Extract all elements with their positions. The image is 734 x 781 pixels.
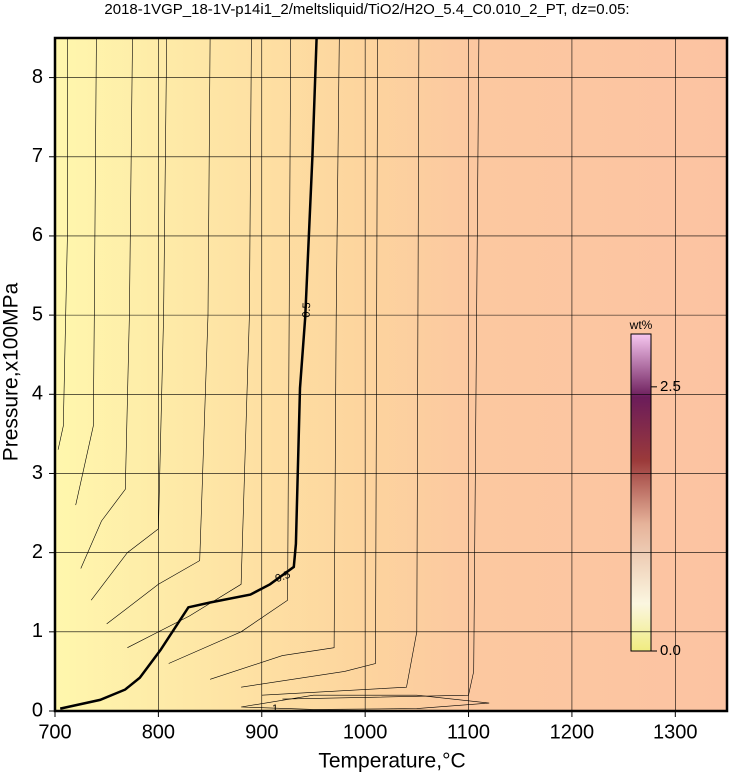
contour-line: [75, 37, 97, 506]
x-tick-label: 700: [38, 721, 71, 743]
colorbar: [630, 333, 652, 652]
y-tick-label: 7: [32, 145, 43, 167]
contour-line: [127, 37, 252, 648]
contour-label: 0.5: [274, 569, 292, 586]
contour-line: [57, 38, 68, 450]
contour-line: [261, 37, 420, 696]
contour-label: 1: [272, 703, 278, 715]
x-tick-label: 1200: [550, 721, 595, 743]
y-tick-label: 8: [32, 66, 43, 88]
contour-line: [106, 37, 211, 625]
contour-line: [282, 37, 480, 700]
y-axis-label: Pressure,x100MPa: [0, 282, 23, 461]
y-tick-label: 6: [32, 224, 43, 246]
contour-label: 0.5: [301, 302, 314, 318]
y-tick-label: 4: [32, 383, 43, 405]
x-tick-label: 1000: [343, 721, 388, 743]
contour-line: [168, 37, 291, 664]
contour-line: [241, 694, 490, 710]
x-tick-label: 800: [142, 721, 175, 743]
x-tick-label: 1300: [653, 721, 698, 743]
colorbar-tick-label: 2.5: [660, 378, 681, 395]
y-tick-label: 1: [32, 620, 43, 642]
plot-background: [55, 38, 727, 711]
contour-line: [59, 37, 318, 710]
y-tick-label: 2: [32, 541, 43, 563]
x-axis-label: Temperature,°C: [318, 750, 465, 773]
plot-frame: [53, 36, 729, 713]
y-tick-label: 5: [32, 303, 43, 325]
x-tick-label: 1100: [447, 721, 490, 743]
colorbar-tick-label: 0.0: [660, 642, 681, 659]
chart-title: 2018-1VGP_18-1V-p14i1_2/meltsliquid/TiO2…: [104, 1, 629, 18]
y-tick-label: 0: [32, 699, 43, 721]
y-tick-label: 3: [32, 462, 43, 484]
colorbar-label: wt%: [629, 318, 653, 332]
contour-line: [80, 37, 133, 569]
contour-line: [210, 37, 340, 680]
contour-line: [241, 37, 378, 688]
x-tick-label: 900: [245, 721, 278, 743]
